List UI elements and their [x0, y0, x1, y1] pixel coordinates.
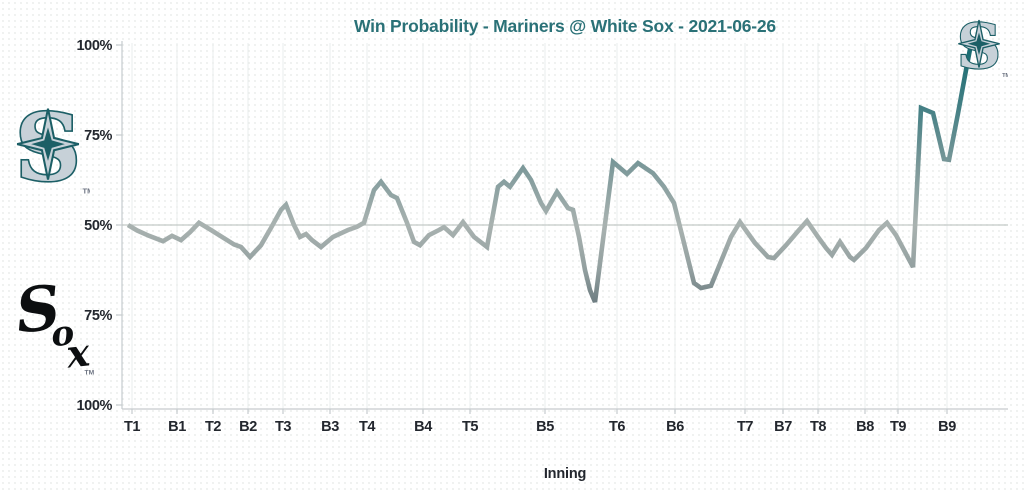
x-tick-label: T3 [275, 419, 291, 435]
x-tick-label: B9 [938, 419, 956, 435]
x-tick-label: T5 [462, 419, 478, 435]
x-tick-label: T6 [609, 419, 625, 435]
y-tick-label: 50% [84, 218, 112, 234]
x-tick-label: T1 [124, 419, 140, 435]
x-tick-label: B3 [321, 419, 339, 435]
x-tick-labels: T1 B1 T2 B2 T3 B3 T4 B4 T5 B5 T6 B6 T7 B7 T8 B8 T9 B9 [124, 419, 957, 435]
x-tick-label: B5 [536, 419, 554, 435]
compass-star-inner-icon [31, 127, 65, 161]
x-tick-label: B7 [774, 419, 792, 435]
sox-letter-s: S [12, 272, 63, 347]
x-tick-label: T9 [890, 419, 906, 435]
compass-star-inner-icon [967, 32, 991, 55]
inning-gridlines [131, 43, 948, 409]
win-probability-polyline [126, 43, 974, 303]
y-tick-label: 100% [77, 38, 113, 54]
axes [121, 41, 1008, 410]
x-tick-label: T4 [359, 419, 375, 435]
mariners-tm-mark: TM [1002, 73, 1008, 79]
white-sox-logo: S o x TM [12, 272, 95, 377]
y-tick-label: 75% [84, 128, 112, 144]
x-tick-label: T8 [810, 419, 826, 435]
win-probability-line [126, 43, 974, 303]
x-tick-label: T7 [737, 419, 753, 435]
y-tick-label: 100% [77, 398, 113, 414]
sox-letter-o: o [49, 313, 76, 355]
tick-marks [116, 44, 948, 414]
x-tick-label: T2 [205, 419, 221, 435]
x-tick-label: B1 [168, 419, 186, 435]
mariners-logo-small: S TM [956, 10, 1008, 80]
mariners-tm-mark: TM [83, 187, 90, 196]
x-axis-title: Inning [543, 466, 587, 482]
x-tick-label: B8 [856, 419, 874, 435]
y-tick-label: 75% [84, 308, 112, 324]
x-tick-label: B6 [666, 419, 684, 435]
y-tick-labels: 100% 75% 50% 75% 100% [77, 38, 113, 414]
x-tick-label: B2 [239, 419, 257, 435]
mariners-logo: S TM [13, 92, 90, 200]
x-tick-label: B4 [414, 419, 432, 435]
sox-tm-mark: TM [85, 370, 95, 377]
chart-title: Win Probability - Mariners @ White Sox -… [354, 16, 776, 36]
